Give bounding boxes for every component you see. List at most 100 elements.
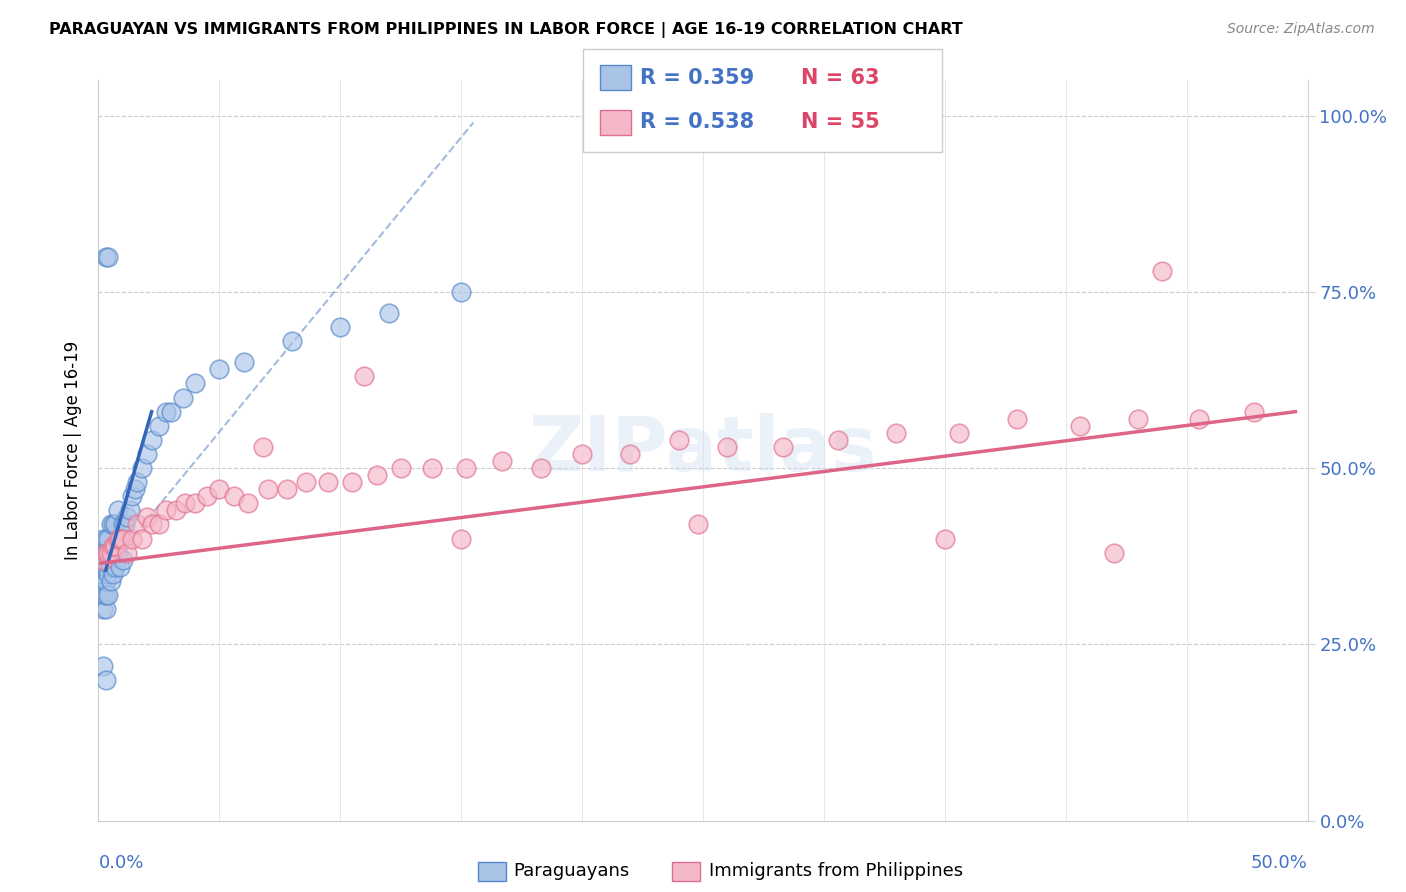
Point — [827, 433, 849, 447]
Point — [716, 440, 738, 454]
Point — [121, 489, 143, 503]
Point — [1102, 546, 1125, 560]
Point — [104, 546, 127, 560]
Point — [124, 482, 146, 496]
Point — [1152, 263, 1174, 277]
Point — [100, 559, 122, 574]
Point — [934, 532, 956, 546]
Point — [148, 418, 170, 433]
Point — [420, 461, 443, 475]
Point — [131, 461, 153, 475]
Point — [97, 250, 120, 264]
Point — [281, 334, 304, 348]
Point — [530, 461, 553, 475]
Point — [100, 546, 122, 560]
Point — [94, 588, 117, 602]
Point — [101, 546, 124, 560]
Point — [90, 581, 112, 595]
Point — [208, 362, 231, 376]
Point — [97, 546, 120, 560]
Text: Immigrants from Philippines: Immigrants from Philippines — [709, 863, 963, 880]
Point — [148, 517, 170, 532]
Point — [114, 517, 136, 532]
Point — [135, 510, 157, 524]
Point — [172, 391, 194, 405]
Point — [121, 532, 143, 546]
Point — [94, 553, 117, 567]
Point — [184, 496, 207, 510]
Text: N = 55: N = 55 — [801, 112, 880, 132]
Point — [94, 602, 117, 616]
Point — [184, 376, 207, 391]
Point — [118, 503, 141, 517]
Point — [127, 517, 149, 532]
Point — [111, 532, 134, 546]
Text: 0.0%: 0.0% — [98, 854, 143, 872]
Point — [90, 546, 112, 560]
Point — [97, 553, 120, 567]
Point — [97, 546, 120, 560]
Point — [97, 566, 120, 581]
Point — [104, 559, 127, 574]
Point — [94, 546, 117, 560]
Point — [108, 532, 131, 546]
Text: R = 0.538: R = 0.538 — [640, 112, 754, 132]
Point — [619, 447, 641, 461]
Point — [91, 532, 114, 546]
Text: Paraguayans: Paraguayans — [513, 863, 630, 880]
Point — [94, 673, 117, 687]
Point — [94, 250, 117, 264]
Point — [353, 369, 375, 384]
Point — [91, 546, 114, 560]
Point — [94, 559, 117, 574]
Point — [107, 503, 129, 517]
Point — [91, 553, 114, 567]
Point — [91, 559, 114, 574]
Point — [389, 461, 412, 475]
Text: ZIPatlas: ZIPatlas — [529, 414, 877, 487]
Point — [141, 517, 163, 532]
Point — [127, 475, 149, 490]
Point — [454, 461, 477, 475]
Point — [111, 553, 134, 567]
Point — [252, 440, 274, 454]
Text: N = 63: N = 63 — [801, 68, 880, 87]
Point — [295, 475, 318, 490]
Point — [256, 482, 278, 496]
Point — [117, 510, 139, 524]
Point — [97, 588, 120, 602]
Point — [772, 440, 794, 454]
Point — [91, 588, 114, 602]
Point — [366, 468, 388, 483]
Point — [111, 517, 134, 532]
Text: PARAGUAYAN VS IMMIGRANTS FROM PHILIPPINES IN LABOR FORCE | AGE 16-19 CORRELATION: PARAGUAYAN VS IMMIGRANTS FROM PHILIPPINE… — [49, 22, 963, 38]
Point — [232, 355, 254, 369]
Point — [342, 475, 364, 490]
Point — [1069, 418, 1091, 433]
Point — [104, 517, 127, 532]
Text: 50.0%: 50.0% — [1251, 854, 1308, 872]
Point — [90, 566, 112, 581]
Point — [101, 517, 124, 532]
Point — [107, 546, 129, 560]
Point — [91, 602, 114, 616]
Point — [135, 447, 157, 461]
Point — [165, 503, 187, 517]
Point — [948, 425, 970, 440]
Point — [97, 532, 120, 546]
Point — [222, 489, 245, 503]
Point — [377, 306, 399, 320]
Point — [131, 532, 153, 546]
Point — [94, 532, 117, 546]
Point — [238, 496, 260, 510]
Point — [276, 482, 298, 496]
Point — [101, 566, 124, 581]
Point — [107, 532, 129, 546]
Point — [160, 405, 183, 419]
Point — [195, 489, 218, 503]
Point — [108, 559, 131, 574]
Point — [174, 496, 197, 510]
Point — [450, 532, 472, 546]
Point — [155, 405, 177, 419]
Point — [91, 553, 114, 567]
